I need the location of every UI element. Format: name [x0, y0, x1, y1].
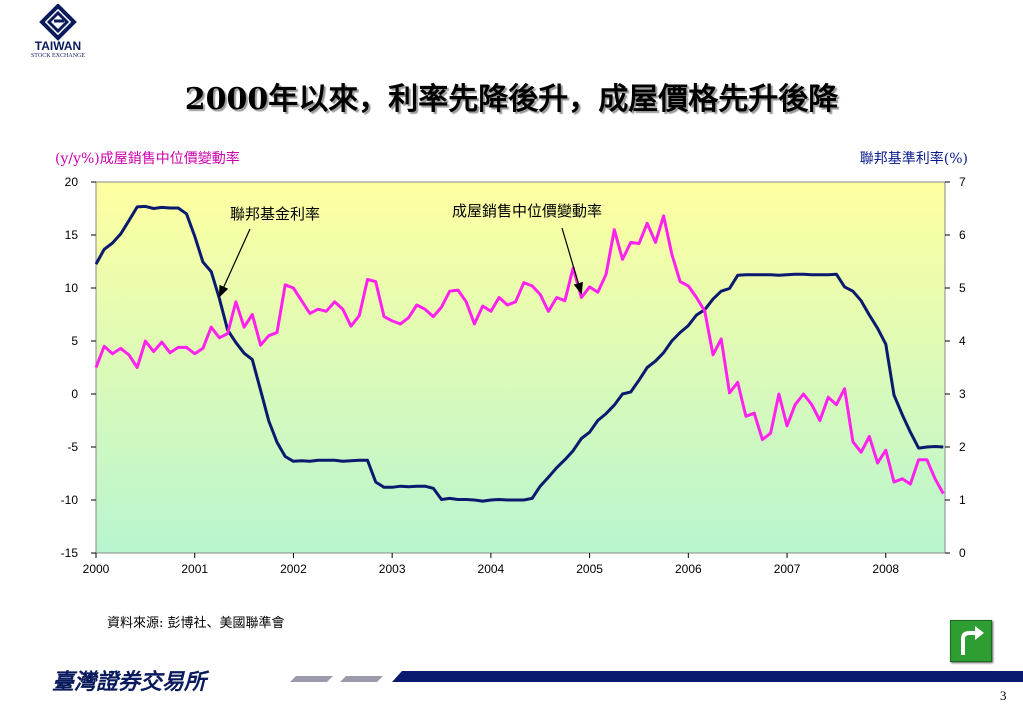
right-axis-title: 聯邦基準利率(%) [860, 150, 968, 167]
twse-logo-icon [39, 4, 77, 41]
plot-area [95, 181, 946, 554]
y-right-tick-label: 3 [959, 387, 966, 401]
x-tick-label: 2007 [774, 562, 801, 576]
return-arrow-icon [961, 626, 984, 655]
logo-name: TAIWAN [34, 39, 82, 53]
x-tick-label: 2002 [280, 562, 307, 576]
home-price-annotation: 成屋銷售中位價變動率 [452, 202, 602, 220]
return-button[interactable] [950, 620, 992, 662]
y-left-tick-label: 10 [65, 281, 79, 295]
x-tick-label: 2001 [181, 562, 208, 576]
y-left-tick-label: 5 [71, 334, 78, 348]
y-right-tick-label: 6 [959, 228, 966, 242]
annotation-arrow [561, 227, 583, 295]
y-right-tick-label: 7 [959, 175, 966, 189]
home-price-change-line [94, 214, 945, 495]
y-right-tick-label: 4 [959, 334, 966, 348]
footer-org-name: 臺灣證券交易所 [52, 669, 207, 695]
x-tick-label: 2000 [83, 562, 110, 576]
y-left-tick-label: 0 [71, 387, 78, 401]
page-number: 3 [1000, 688, 1007, 703]
y-left-tick-label: -15 [61, 546, 79, 560]
slide-title: 2000年以來，利率先降後升，成屋價格先升後降 [184, 82, 839, 117]
y-left-tick-label: 15 [65, 228, 79, 242]
x-tick-label: 2006 [675, 562, 702, 576]
annotation-arrow [218, 228, 251, 298]
y-right-tick-label: 5 [959, 281, 966, 295]
left-axis-title: (y/y%)成屋銷售中位價變動率 [55, 150, 240, 167]
x-tick-label: 2004 [478, 562, 505, 576]
data-source-note: 資料來源: 彭博社、美國聯準會 [107, 616, 285, 631]
x-tick-label: 2005 [576, 562, 603, 576]
y-left-tick-label: -5 [67, 440, 78, 454]
x-tick-label: 2008 [872, 562, 899, 576]
y-right-tick-label: 0 [959, 546, 966, 560]
y-left-tick-label: -10 [61, 493, 79, 507]
fed-rate-annotation: 聯邦基金利率 [230, 205, 320, 223]
y-left-tick-label: 20 [65, 175, 79, 189]
fed-rate-line [94, 204, 944, 503]
y-right-tick-label: 2 [959, 440, 966, 454]
x-tick-label: 2003 [379, 562, 406, 576]
y-right-tick-label: 1 [959, 493, 966, 507]
logo-subtitle: STOCK EXCHANGE [30, 53, 86, 59]
